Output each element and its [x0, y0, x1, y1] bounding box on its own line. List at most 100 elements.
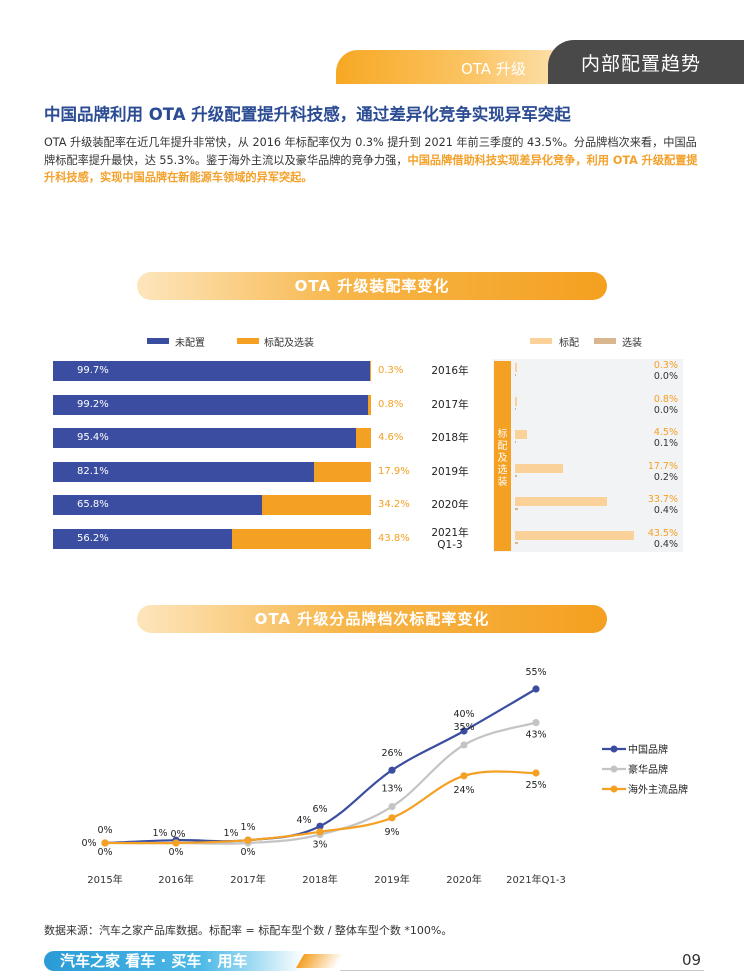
data-label: 55%	[525, 667, 546, 678]
row-year: 2016年	[431, 365, 469, 377]
x-tick-label: 2019年	[374, 873, 409, 886]
data-point	[532, 769, 540, 777]
bar-std-label: 0.3%	[378, 365, 404, 376]
data-label: 1%	[223, 828, 238, 839]
vertical-label-bar: 标配及选装	[494, 361, 511, 551]
optional-bar	[515, 374, 516, 376]
data-source-note: 数据来源：汽车之家产品库数据。标配率 = 标配车型个数 / 整体车型个数 *10…	[44, 924, 453, 937]
row-year: 2020年	[431, 499, 469, 512]
data-point	[172, 839, 180, 847]
tab-ota-upgrade: OTA 升级	[336, 50, 566, 84]
footer-stripe	[295, 954, 345, 968]
row-year: 2018年	[431, 432, 469, 445]
data-point	[388, 814, 396, 822]
intro-highlight: 中国品牌借助科技实现差异化竞争，利用 OTA 升级配置提升科技感，实现中国品牌在…	[44, 153, 698, 185]
row-year-label: 2020年	[420, 499, 480, 511]
section-tab-label: 内部配置趋势	[581, 53, 702, 75]
data-point	[244, 836, 252, 844]
data-label: 0%	[97, 825, 112, 836]
optional-bar	[515, 508, 519, 511]
bar-row: 65.8%	[53, 495, 371, 516]
vertical-label: 标配及选装	[497, 429, 508, 488]
optional-value: 0.4%	[653, 505, 678, 517]
optional-value: 0.1%	[653, 438, 678, 450]
data-label: 43%	[525, 730, 546, 741]
data-point	[388, 766, 396, 774]
standard-value: 33.7%	[647, 494, 678, 506]
footer-brand: 汽车之家 看车 · 买车 · 用车	[60, 952, 248, 970]
data-label: 24%	[453, 785, 474, 796]
data-label: 35%	[453, 722, 474, 733]
standard-bar	[515, 430, 528, 440]
section-tab: 内部配置趋势	[548, 40, 744, 84]
bar-std-label: 43.8%	[378, 533, 410, 544]
bar-unconfigured-label: 56.2%	[77, 533, 109, 544]
row-year: 2017年	[431, 398, 469, 411]
optional-value: 0.0%	[653, 371, 678, 382]
bar-unconfigured-label: 82.1%	[77, 465, 109, 477]
legend-label-standard: 标配	[559, 338, 579, 349]
bar-std-label: 34.2%	[378, 499, 410, 511]
data-label: 9%	[384, 827, 399, 838]
data-label: 1%	[240, 822, 255, 833]
data-label: 1%	[152, 828, 167, 839]
chart1-title-banner: OTA 升级装配率变化	[137, 272, 607, 300]
bar-unconfigured: 65.8%	[53, 495, 263, 516]
standard-bar	[515, 531, 634, 540]
data-label: 0%	[240, 847, 255, 858]
legend-swatch-standard	[530, 338, 552, 344]
bar-unconfigured-label: 95.4%	[77, 432, 109, 444]
data-label: 13%	[381, 784, 402, 795]
bar-unconfigured: 56.2%	[53, 529, 232, 549]
row-year-sub: Q1-3	[437, 539, 463, 551]
chart1-title: OTA 升级装配率变化	[294, 277, 450, 295]
legend-label: 豪华品牌	[628, 763, 668, 776]
data-label: 0%	[81, 838, 96, 849]
row-year-label: 2021年 Q1-3	[420, 527, 480, 551]
data-point	[532, 719, 540, 727]
chart2-title-banner: OTA 升级分品牌档次标配率变化	[137, 605, 607, 633]
standard-bar	[515, 396, 518, 406]
legend-marker	[610, 745, 618, 753]
bar-unconfigured-label: 65.8%	[77, 499, 109, 511]
intro-text: OTA 升级装配率在近几年提升非常快，从 2016 年标配率仅为 0.3% 提升…	[44, 136, 697, 167]
data-label: 26%	[381, 748, 402, 759]
bar-unconfigured: 95.4%	[53, 428, 357, 449]
optional-value: 0.2%	[653, 471, 678, 483]
standard-bar	[515, 497, 608, 507]
legend-label: 海外主流品牌	[628, 783, 688, 796]
data-label: 25%	[525, 780, 546, 791]
legend-marker	[610, 765, 618, 773]
row-year-label: 2018年	[420, 432, 480, 444]
row-year-label: 2017年	[420, 399, 480, 411]
bar-unconfigured: 82.1%	[53, 461, 315, 482]
tab-ota-label: OTA 升级	[461, 60, 526, 78]
row-year: 2019年	[431, 465, 469, 478]
data-point	[460, 741, 468, 749]
standard-value: 43.5%	[647, 528, 678, 539]
bar-unconfigured-label: 99.2%	[77, 398, 109, 410]
data-label: 40%	[453, 709, 474, 720]
data-label: 4%	[296, 815, 311, 826]
bar-unconfigured: 99.2%	[53, 394, 369, 415]
optional-value: 0.4%	[653, 539, 678, 550]
bar-unconfigured-label: 99.7%	[77, 365, 109, 376]
x-tick-label: 2020年	[446, 873, 481, 886]
standard-value: 0.3%	[653, 360, 678, 371]
optional-value: 0.0%	[653, 404, 678, 416]
data-label: 3%	[312, 840, 327, 851]
data-label: 6%	[312, 804, 327, 815]
standard-bar	[515, 363, 517, 372]
optional-bar	[515, 407, 516, 410]
page-number: 09	[682, 951, 702, 969]
legend-label-optional: 选装	[622, 338, 642, 349]
x-tick-label: 2017年	[230, 873, 265, 886]
x-tick-label: 2018年	[302, 873, 337, 886]
bar-row: 82.1%	[53, 461, 371, 482]
legend-swatch-none	[147, 338, 169, 344]
intro-paragraph: OTA 升级装配率在近几年提升非常快，从 2016 年标配率仅为 0.3% 提升…	[44, 134, 704, 187]
bar-std-label: 4.6%	[378, 432, 404, 444]
bar-row: 56.2%	[53, 529, 371, 549]
optional-bar	[515, 542, 519, 544]
x-tick-label: 2021年Q1-3	[506, 873, 566, 886]
